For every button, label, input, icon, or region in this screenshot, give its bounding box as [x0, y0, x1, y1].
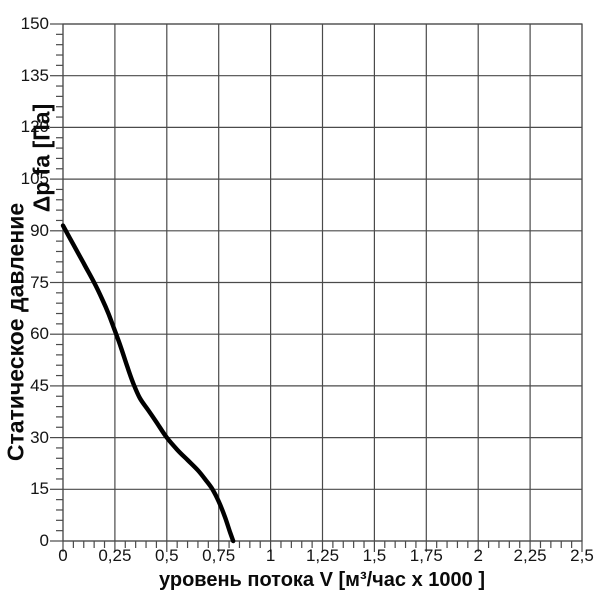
- y-tick-label: 105: [20, 169, 49, 189]
- x-tick-label: 0,25: [98, 546, 132, 565]
- pressure-curve: [60, 223, 236, 544]
- y-tick-label: 0: [39, 531, 49, 550]
- y-axis-title-line1: Статическое давление: [2, 202, 29, 462]
- x-tick-label: 1: [265, 546, 276, 565]
- y-axis-title-line2: Δp fa [Па]: [28, 103, 55, 213]
- x-axis-title: уровень потока V [м³/час x 1000 ]: [159, 569, 485, 591]
- x-tick-label: 0: [58, 546, 68, 565]
- x-tick-label: 2: [473, 546, 483, 565]
- x-tick-label: 0,75: [202, 546, 236, 565]
- y-tick-label: 135: [20, 65, 49, 85]
- x-tick-label: 1,5: [362, 546, 387, 565]
- x-tick-label: 0,5: [154, 546, 179, 565]
- x-tick-label: 1,75: [409, 546, 443, 565]
- y-tick-label: 150: [20, 14, 49, 33]
- x-tick-label: 2,5: [570, 546, 594, 565]
- y-tick-label: 30: [30, 427, 49, 447]
- y-tick-label: 15: [30, 479, 49, 499]
- x-tick-label: 1,25: [305, 546, 340, 565]
- y-tick-label: 75: [30, 272, 49, 292]
- x-tick-label: 2,25: [513, 546, 547, 565]
- y-tick-label: 45: [30, 375, 49, 395]
- y-tick-label: 90: [30, 220, 49, 240]
- y-tick-label: 120: [20, 117, 49, 137]
- y-tick-label: 60: [30, 324, 49, 344]
